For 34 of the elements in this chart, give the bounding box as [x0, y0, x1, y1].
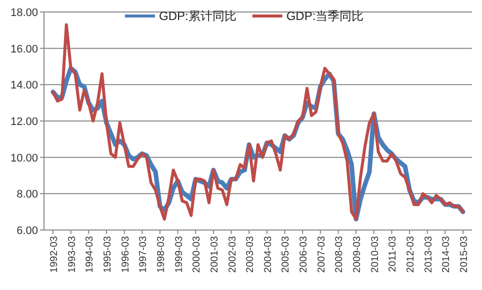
- x-tick-label: 2004-03: [262, 236, 274, 273]
- x-tick-label: 1996-03: [120, 236, 132, 273]
- x-tick-label: 1998-03: [156, 236, 167, 273]
- x-tick-label: 2003-03: [245, 236, 256, 273]
- x-tick-label: 2008-03: [334, 236, 346, 273]
- legend-label: GDP:累计同比: [159, 9, 236, 23]
- y-tick-label: 14.00: [10, 80, 38, 92]
- y-tick-label: 6.00: [16, 225, 38, 237]
- x-tick-label: 2014-03: [441, 236, 452, 273]
- x-tick-label: 1995-03: [102, 236, 114, 273]
- x-tick-label: 2006-03: [298, 236, 310, 273]
- legend-label: GDP:当季同比: [286, 9, 364, 23]
- y-tick-label: 18.00: [10, 7, 38, 19]
- x-tick-label: 1997-03: [138, 236, 150, 273]
- x-tick-label: 2015-03: [459, 236, 470, 273]
- x-tick-label: 1994-03: [84, 236, 96, 273]
- y-tick-label: 12.00: [10, 116, 38, 128]
- x-tick-label: 2011-03: [388, 236, 399, 272]
- x-tick-label: 1999-03: [174, 236, 185, 273]
- y-tick-label: 8.00: [16, 188, 38, 201]
- x-tick-label: 2005-03: [280, 236, 292, 273]
- x-tick-label: 1992-03: [49, 236, 60, 273]
- x-tick-label: 2012-03: [406, 236, 417, 273]
- x-tick-label: 2002-03: [227, 236, 238, 273]
- x-tick-label: 2001-03: [209, 236, 220, 273]
- line-series: [52, 23, 464, 221]
- x-tick-label: 2000-03: [192, 236, 203, 273]
- x-tick-label: 1993-03: [66, 236, 78, 273]
- x-tick-label: 2010-03: [370, 236, 381, 273]
- x-tick-label: 2007-03: [316, 236, 328, 273]
- x-tick-label: 2013-03: [423, 236, 434, 273]
- x-tick-label: 2009-03: [352, 236, 364, 273]
- y-tick-label: 16.00: [10, 43, 38, 56]
- y-tick-label: 10.00: [10, 152, 38, 164]
